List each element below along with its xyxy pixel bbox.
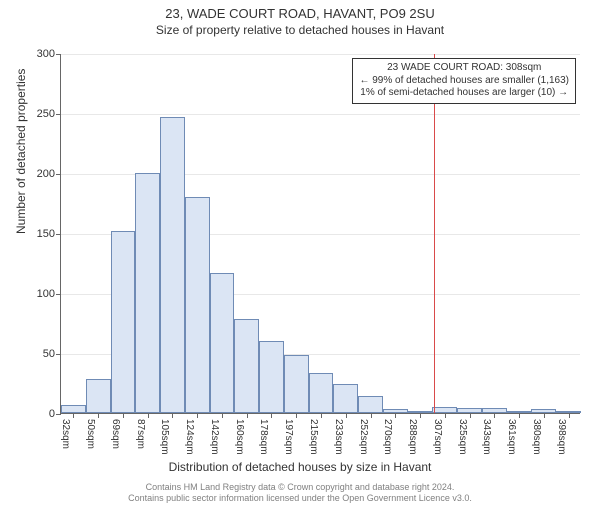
xtick-mark (321, 413, 322, 418)
ytick-label: 150 (37, 228, 61, 240)
xtick-mark (271, 413, 272, 418)
annotation-line: 23 WADE COURT ROAD: 308sqm (359, 62, 569, 75)
xtick-label: 361sqm (506, 419, 517, 455)
footer-credits: Contains HM Land Registry data © Crown c… (0, 482, 600, 506)
xtick-mark (420, 413, 421, 418)
xtick-mark (172, 413, 173, 418)
annotation-line: 1% of semi-detached houses are larger (1… (359, 87, 569, 100)
xtick-label: 252sqm (358, 419, 369, 455)
histogram-bar (284, 355, 309, 413)
page-title: 23, WADE COURT ROAD, HAVANT, PO9 2SU (0, 6, 600, 21)
xtick-mark (445, 413, 446, 418)
page-subtitle: Size of property relative to detached ho… (0, 23, 600, 37)
xtick-label: 288sqm (407, 419, 418, 455)
annotation-line: ← 99% of detached houses are smaller (1,… (359, 75, 569, 88)
histogram-bar (358, 396, 383, 413)
histogram-bar (185, 197, 210, 413)
xtick-label: 380sqm (531, 419, 542, 455)
xtick-mark (73, 413, 74, 418)
xtick-mark (346, 413, 347, 418)
histogram-bar (111, 231, 136, 413)
histogram-bar (61, 405, 86, 413)
xtick-mark (98, 413, 99, 418)
ytick-label: 200 (37, 168, 61, 180)
xtick-label: 87sqm (135, 419, 146, 449)
ytick-label: 300 (37, 48, 61, 60)
ytick-label: 50 (43, 348, 61, 360)
xtick-label: 307sqm (432, 419, 443, 455)
gridline (61, 114, 580, 115)
xtick-label: 32sqm (60, 419, 71, 449)
chart-area: 05010015020025030032sqm50sqm69sqm87sqm10… (60, 54, 580, 414)
xtick-mark (470, 413, 471, 418)
xtick-mark (519, 413, 520, 418)
xtick-mark (197, 413, 198, 418)
xtick-label: 343sqm (481, 419, 492, 455)
histogram-bar (135, 173, 160, 413)
histogram-bar (210, 273, 235, 413)
xtick-mark (569, 413, 570, 418)
xtick-label: 398sqm (556, 419, 567, 455)
ytick-label: 250 (37, 108, 61, 120)
xtick-label: 215sqm (308, 419, 319, 455)
histogram-bar (333, 384, 358, 413)
xtick-label: 69sqm (110, 419, 121, 449)
xtick-label: 233sqm (333, 419, 344, 455)
xtick-label: 160sqm (234, 419, 245, 455)
xtick-mark (371, 413, 372, 418)
histogram-bar (309, 373, 334, 413)
footer-line: Contains HM Land Registry data © Crown c… (0, 482, 600, 493)
xtick-label: 197sqm (283, 419, 294, 455)
xtick-label: 124sqm (184, 419, 195, 455)
xtick-mark (123, 413, 124, 418)
reference-line (434, 54, 435, 413)
xtick-mark (296, 413, 297, 418)
ytick-label: 100 (37, 288, 61, 300)
footer-line: Contains public sector information licen… (0, 493, 600, 504)
xtick-label: 270sqm (382, 419, 393, 455)
xtick-mark (395, 413, 396, 418)
histogram-bar (86, 379, 111, 413)
annotation-box: 23 WADE COURT ROAD: 308sqm← 99% of detac… (352, 58, 576, 104)
xtick-mark (148, 413, 149, 418)
xtick-label: 325sqm (457, 419, 468, 455)
xtick-label: 142sqm (209, 419, 220, 455)
y-axis-label: Number of detached properties (14, 69, 28, 234)
xtick-label: 50sqm (85, 419, 96, 449)
xtick-mark (222, 413, 223, 418)
gridline (61, 54, 580, 55)
histogram-bar (160, 117, 185, 413)
x-axis-label: Distribution of detached houses by size … (0, 460, 600, 474)
xtick-mark (247, 413, 248, 418)
xtick-label: 105sqm (159, 419, 170, 455)
histogram-bar (234, 319, 259, 413)
histogram-bar (259, 341, 284, 413)
plot-region: 05010015020025030032sqm50sqm69sqm87sqm10… (60, 54, 580, 414)
xtick-label: 178sqm (258, 419, 269, 455)
xtick-mark (494, 413, 495, 418)
xtick-mark (544, 413, 545, 418)
